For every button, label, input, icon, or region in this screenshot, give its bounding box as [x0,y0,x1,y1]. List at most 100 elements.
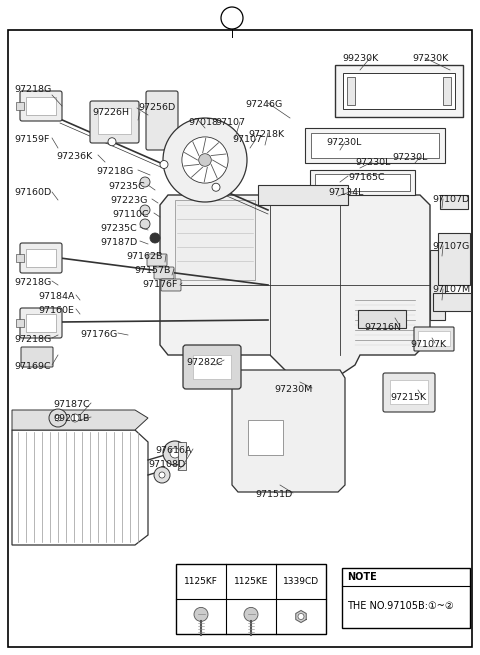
Circle shape [159,472,165,478]
Circle shape [160,160,168,168]
Text: NOTE: NOTE [347,572,377,582]
Circle shape [140,219,150,229]
Bar [390,380,428,404]
Polygon shape [160,195,430,375]
Circle shape [163,118,247,202]
Text: 97218G: 97218G [96,167,133,176]
Text: 97218K: 97218K [248,130,284,139]
Circle shape [182,137,228,183]
Text: 97218G: 97218G [14,85,51,94]
Text: 97226H: 97226H [92,108,129,117]
Text: 97176F: 97176F [142,280,178,289]
Bar [342,568,470,628]
Circle shape [221,7,243,29]
Bar [26,314,56,332]
Bar [176,564,326,634]
Bar [16,102,24,110]
Circle shape [154,467,170,483]
Text: 97159F: 97159F [14,135,49,144]
Polygon shape [232,370,345,492]
Bar [248,420,283,455]
Circle shape [170,448,180,458]
Bar [310,170,415,195]
Circle shape [212,183,220,191]
Text: 97187C: 97187C [53,400,90,409]
Circle shape [55,415,61,421]
Text: 97282C: 97282C [186,358,223,367]
Circle shape [140,177,150,187]
Text: 97108D: 97108D [148,460,185,469]
Text: 97616A: 97616A [155,446,192,455]
Text: 99211B: 99211B [53,414,89,423]
Bar [347,77,355,105]
Bar [438,233,470,285]
Bar [443,77,451,105]
Text: 97169C: 97169C [14,362,50,371]
Circle shape [298,614,304,620]
Bar [26,249,56,267]
Bar [98,108,131,134]
Bar [193,355,231,379]
Circle shape [140,205,150,215]
Bar [258,185,348,205]
Text: 97216N: 97216N [364,323,401,332]
Text: 97236K: 97236K [56,152,92,161]
Text: 97160D: 97160D [14,188,51,197]
Bar [430,250,445,320]
Text: THE NO.97105B:①~②: THE NO.97105B:①~② [347,601,454,611]
Text: 1: 1 [229,13,235,23]
Circle shape [150,233,160,243]
Text: 97184A: 97184A [38,292,74,301]
FancyBboxPatch shape [183,345,241,389]
Bar [418,331,450,346]
Text: 97256D: 97256D [138,103,175,112]
Bar [16,254,24,262]
Text: 97151D: 97151D [255,490,292,499]
Text: 97218G: 97218G [14,335,51,344]
Text: 1125KF: 1125KF [184,577,218,586]
Text: 97230L: 97230L [392,153,427,162]
Text: 99230K: 99230K [342,54,378,63]
Text: 97018: 97018 [188,118,218,127]
Bar [315,174,410,191]
Circle shape [163,441,187,465]
Polygon shape [12,430,148,545]
Text: 97107K: 97107K [410,340,446,349]
Text: 97157B: 97157B [134,266,170,275]
FancyBboxPatch shape [20,308,62,338]
Bar [175,200,255,280]
Text: 97215K: 97215K [390,393,426,402]
Bar [26,97,56,115]
Text: 97162B: 97162B [126,252,162,261]
Polygon shape [296,610,306,622]
Text: 97134L: 97134L [328,188,363,197]
Bar [343,73,455,109]
FancyBboxPatch shape [20,243,62,273]
Circle shape [199,154,211,166]
Text: 97230L: 97230L [355,158,390,167]
FancyBboxPatch shape [414,327,454,351]
FancyBboxPatch shape [146,91,178,150]
Text: 97235C: 97235C [100,224,137,233]
Text: 97165C: 97165C [348,173,384,182]
Bar [16,319,24,327]
Text: 97230K: 97230K [412,54,448,63]
Text: 97235C: 97235C [108,182,145,191]
FancyBboxPatch shape [90,101,139,143]
Text: 97107M: 97107M [432,285,470,294]
Bar [305,128,445,163]
Text: 97107: 97107 [232,135,262,144]
Text: 97246G: 97246G [245,100,282,109]
Bar [440,195,468,209]
FancyBboxPatch shape [21,347,53,367]
Text: 97110C: 97110C [112,210,149,219]
Text: 97107: 97107 [215,118,245,127]
FancyBboxPatch shape [161,279,181,291]
Text: 1125KE: 1125KE [234,577,268,586]
Circle shape [108,138,116,146]
Bar [358,310,406,328]
Circle shape [49,409,67,427]
Text: 97230M: 97230M [274,385,312,394]
Polygon shape [12,410,148,430]
FancyBboxPatch shape [147,254,167,266]
